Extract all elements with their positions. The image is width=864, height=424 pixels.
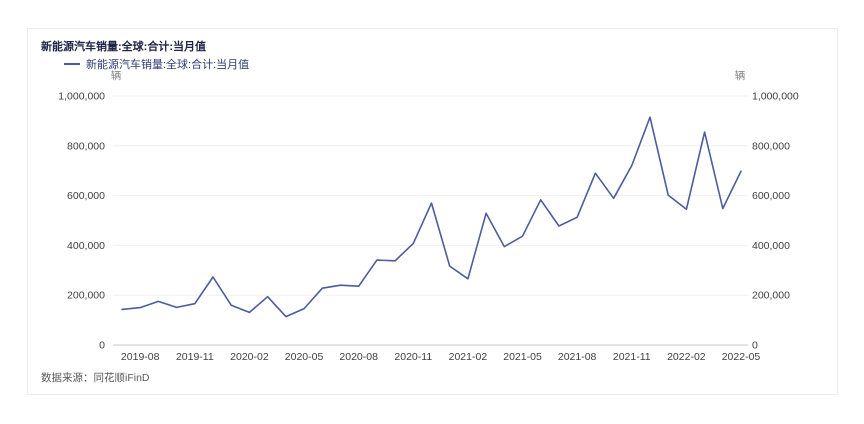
x-axis-label: 2022-02 xyxy=(667,351,706,363)
y-axis-unit-left: 辆 xyxy=(111,69,122,82)
y-axis-label-right: 0 xyxy=(752,340,758,352)
x-axis-label: 2021-11 xyxy=(613,351,651,363)
y-axis-label-right: 600,000 xyxy=(752,190,790,202)
legend-label: 新能源汽车销量:全球:合计:当月值 xyxy=(86,59,250,71)
data-source-note: 数据来源：同花顺iFinD xyxy=(41,372,150,384)
y-axis-label-left: 1,000,000 xyxy=(58,91,105,103)
series-line xyxy=(121,116,742,318)
y-axis-label-left: 400,000 xyxy=(67,240,105,252)
x-axis-label: 2022-05 xyxy=(722,351,761,363)
x-axis-label: 2020-11 xyxy=(394,351,432,363)
y-axis-label-right: 400,000 xyxy=(752,240,790,252)
legend-line-marker xyxy=(64,63,80,65)
y-axis-label-right: 200,000 xyxy=(752,290,790,302)
x-axis-label: 2021-02 xyxy=(449,351,488,363)
y-axis-label-left: 800,000 xyxy=(67,140,105,152)
chart-card: 新能源汽车销量:全球:合计:当月值 新能源汽车销量:全球:合计:当月值 数据来源… xyxy=(27,28,838,395)
chart-title: 新能源汽车销量:全球:合计:当月值 xyxy=(41,41,206,53)
y-axis-label-right: 800,000 xyxy=(752,140,790,152)
x-axis-label: 2021-08 xyxy=(558,351,597,363)
x-axis-label: 2020-08 xyxy=(339,351,378,363)
y-axis-unit-right: 辆 xyxy=(735,69,746,82)
x-axis-label: 2021-05 xyxy=(503,351,542,363)
y-axis-label-left: 200,000 xyxy=(67,290,105,302)
x-axis-label: 2020-05 xyxy=(285,351,324,363)
x-axis-label: 2019-11 xyxy=(176,351,214,363)
y-axis-label-left: 600,000 xyxy=(67,190,105,202)
legend[interactable]: 新能源汽车销量:全球:合计:当月值 xyxy=(64,56,249,72)
y-axis-label-right: 1,000,000 xyxy=(752,91,799,103)
x-axis-label: 2020-02 xyxy=(230,351,269,363)
y-axis-label-left: 0 xyxy=(99,340,105,352)
x-axis-label: 2019-08 xyxy=(121,351,160,363)
